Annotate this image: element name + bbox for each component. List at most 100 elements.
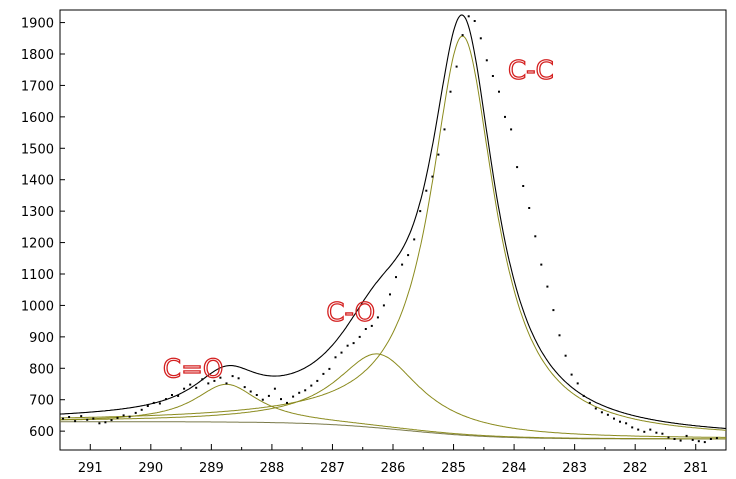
data-point [177, 394, 180, 397]
data-point [570, 373, 573, 376]
data-point [413, 238, 416, 241]
data-point [389, 293, 391, 296]
data-point [685, 434, 688, 437]
data-point [152, 401, 155, 404]
data-point [286, 401, 288, 404]
y-tick-label: 800 [29, 362, 54, 377]
y-tick-label: 1600 [21, 111, 54, 126]
data-point [189, 383, 192, 386]
data-point [582, 394, 585, 397]
x-tick-label: 284 [502, 461, 527, 476]
data-point [425, 189, 428, 192]
data-point [540, 263, 543, 266]
data-point [673, 438, 676, 440]
data-point [431, 175, 434, 178]
data-point [261, 398, 264, 401]
data-point [213, 379, 216, 382]
data-point [195, 386, 198, 389]
data-point [552, 309, 555, 312]
data-point [564, 354, 567, 357]
data-point [715, 437, 718, 440]
data-point [631, 426, 634, 429]
data-point [491, 75, 494, 77]
envelope-fit-line [59, 14, 727, 430]
x-tick-label: 282 [623, 461, 648, 476]
data-point [455, 65, 458, 68]
data-point [171, 394, 173, 396]
component-peak-co [60, 383, 726, 440]
y-tick-label: 1100 [21, 268, 54, 283]
data-point [667, 436, 670, 439]
x-tick-label: 288 [259, 461, 284, 476]
data-point [485, 59, 488, 62]
y-tick-label: 1300 [21, 205, 54, 220]
y-tick-label: 1500 [21, 142, 54, 157]
y-tick-label: 700 [29, 394, 54, 409]
data-point [419, 210, 422, 213]
data-point [619, 420, 621, 423]
data-point [697, 440, 700, 443]
data-point [443, 128, 446, 131]
x-tick-label: 283 [562, 461, 587, 476]
x-axis: 291 290 289 288 287 286 285 284 283 282 281 [59, 444, 727, 476]
y-tick-label: 1900 [21, 17, 54, 32]
data-point [606, 413, 609, 416]
data-point [110, 419, 113, 422]
data-point [219, 376, 222, 379]
data-point [122, 414, 125, 417]
data-point [655, 431, 658, 434]
data-point [134, 411, 137, 414]
y-tick-label: 1400 [21, 174, 54, 189]
data-point [407, 254, 410, 257]
annotation-label: C-C [508, 56, 554, 86]
data-point [528, 207, 531, 209]
data-point [395, 276, 397, 279]
data-point [201, 378, 204, 381]
data-point [546, 285, 549, 288]
data-point [62, 417, 64, 420]
data-point [249, 390, 252, 393]
data-point [461, 34, 464, 37]
data-point [165, 398, 167, 401]
data-point [316, 379, 319, 382]
data-point [709, 438, 712, 440]
data-point [613, 417, 615, 420]
annotation-label: C=O [163, 355, 223, 385]
x-tick-label: 285 [441, 461, 466, 476]
data-point [68, 416, 71, 418]
data-point [237, 377, 240, 380]
data-point [364, 328, 367, 330]
data-point [322, 372, 325, 375]
data-point [255, 394, 258, 396]
data-point [637, 428, 640, 431]
data-point [158, 402, 161, 405]
y-tick-label: 1000 [21, 299, 54, 314]
data-point [473, 20, 476, 22]
data-point [98, 422, 101, 425]
y-tick-label: 1800 [21, 48, 54, 63]
x-tick-label: 291 [78, 461, 103, 476]
y-tick-label: 1700 [21, 79, 54, 94]
data-point [370, 324, 373, 327]
data-point [231, 375, 234, 378]
data-point [292, 395, 295, 398]
data-point [498, 90, 500, 93]
data-point [558, 334, 561, 337]
data-point [340, 351, 343, 354]
y-tick-label: 900 [29, 331, 54, 346]
data-point [334, 356, 337, 359]
data-point [310, 384, 313, 387]
data-point [304, 389, 307, 392]
data-point [516, 166, 519, 169]
plot-area [59, 14, 727, 444]
data-point [298, 391, 301, 394]
annotations: C=O C-O C-C [162, 55, 554, 385]
y-tick-label: 1200 [21, 237, 54, 252]
y-tick-label: 600 [29, 425, 54, 440]
data-point [128, 415, 131, 418]
data-point [479, 37, 482, 40]
data-point [510, 128, 513, 131]
plot-frame [59, 9, 727, 451]
data-point [328, 367, 331, 370]
